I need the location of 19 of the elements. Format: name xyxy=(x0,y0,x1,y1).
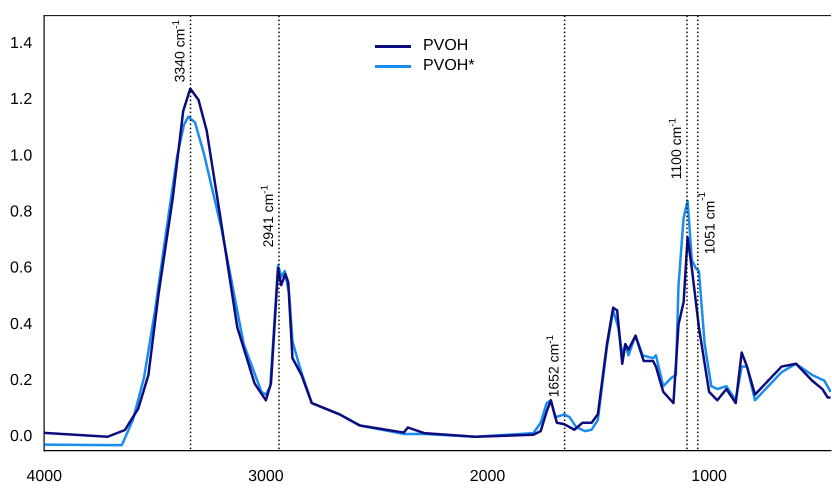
x-tick-label: 2000 xyxy=(470,468,506,485)
legend-label: PVOH* xyxy=(423,57,475,75)
legend-label: PVOH xyxy=(423,37,468,55)
y-tick-label: 0.8 xyxy=(10,204,32,221)
y-tick-label: 0.0 xyxy=(10,428,32,446)
ref-line-label: 2941 cm-1 xyxy=(259,184,276,248)
ref-line-label: 1652 cm-1 xyxy=(545,334,562,398)
y-tick-label: 0.2 xyxy=(10,372,32,390)
ref-line-label: 3340 cm-1 xyxy=(171,20,188,82)
y-tick-label: 0.4 xyxy=(10,316,32,333)
y-tick-label: 1.2 xyxy=(10,91,32,108)
y-tick-label: 1.4 xyxy=(10,35,32,52)
ref-line-label: 1100 cm-1 xyxy=(667,118,684,180)
x-tick-label: 3000 xyxy=(248,468,284,485)
ref-line-label: 1051 cm-1 xyxy=(697,192,718,254)
x-tick-label: 1000 xyxy=(691,468,728,485)
y-tick-label: 0.6 xyxy=(10,260,32,277)
x-tick-label: 4000 xyxy=(26,468,62,485)
y-tick-label: 1.0 xyxy=(10,147,32,164)
